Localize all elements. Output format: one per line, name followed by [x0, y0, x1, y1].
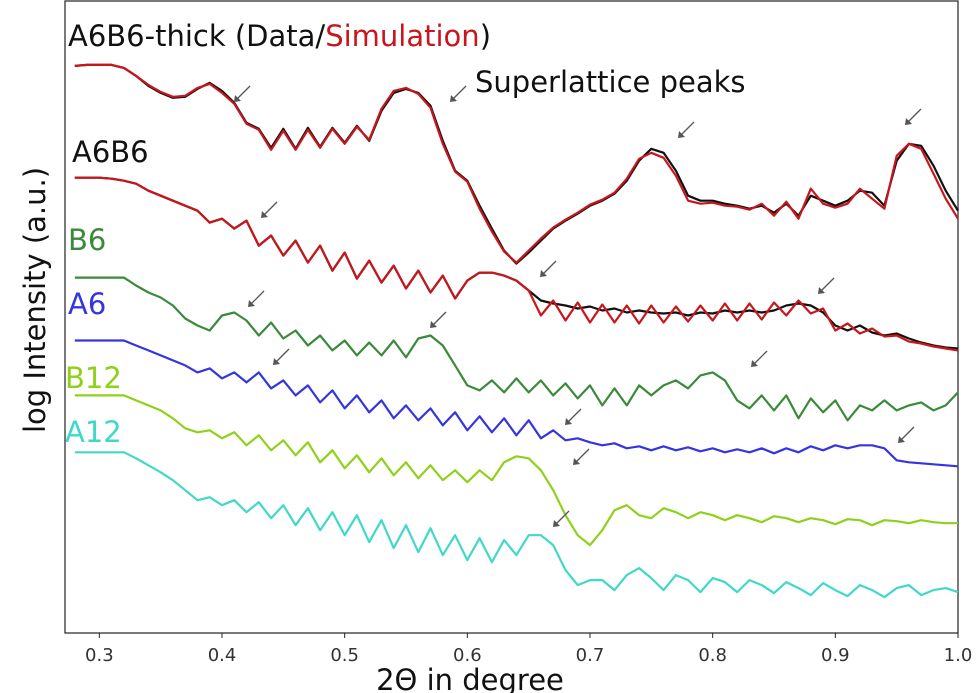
arrow-head — [898, 436, 905, 443]
title-part: A6B6-thick (Data/ — [68, 19, 325, 53]
x-tick-label: 0.6 — [453, 645, 482, 666]
data-line — [74, 176, 959, 352]
arrow-head — [450, 95, 457, 102]
arrow — [819, 277, 835, 293]
y-axis-label: log Intensity (a.u.) — [18, 167, 52, 433]
arrow — [566, 408, 582, 424]
arrow — [574, 448, 590, 464]
curve-label: A6B6 — [72, 135, 149, 169]
annotation: Superlattice peaks — [475, 65, 746, 99]
data-line — [74, 451, 959, 599]
data-line — [74, 276, 959, 422]
x-tick-label: 0.5 — [330, 645, 359, 666]
arrow — [262, 201, 278, 217]
arrow-head — [248, 300, 255, 307]
arrow-head — [553, 520, 560, 527]
arrow — [679, 121, 695, 137]
arrow-head — [905, 118, 912, 125]
title-part: Simulation — [325, 19, 479, 53]
x-tick-label: 1.0 — [944, 645, 973, 666]
arrow — [752, 350, 768, 366]
x-tick-label: 0.9 — [821, 645, 850, 666]
x-tick-label: 0.4 — [208, 645, 237, 666]
x-tick-label: 0.3 — [85, 645, 114, 666]
title-part: ) — [480, 19, 491, 53]
arrow — [274, 348, 290, 364]
curve-label: A6 — [68, 287, 106, 321]
arrow-head — [261, 211, 268, 218]
arrow — [541, 260, 557, 276]
arrow — [906, 108, 922, 124]
arrow — [554, 510, 570, 526]
x-tick-label: 0.7 — [576, 645, 605, 666]
curve-label: A12 — [65, 415, 122, 449]
arrow — [235, 85, 251, 101]
arrow — [451, 85, 467, 101]
arrow — [431, 311, 447, 327]
x-axis-label: 2Θ in degree — [376, 663, 564, 693]
arrow-head — [678, 131, 685, 138]
arrow-head — [573, 458, 580, 465]
arrow-head — [818, 287, 825, 294]
curve-label: B12 — [65, 361, 122, 395]
arrow-head — [565, 418, 572, 425]
curve-label: B6 — [68, 223, 106, 257]
data-line — [74, 63, 959, 264]
arrow-head — [751, 360, 758, 367]
arrow — [899, 426, 915, 442]
data-line — [74, 339, 959, 468]
arrow-head — [273, 358, 280, 365]
arrow — [249, 290, 265, 306]
chart-title: A6B6-thick (Data/Simulation) — [68, 19, 491, 53]
arrow-head — [430, 321, 437, 328]
arrow-head — [540, 270, 547, 277]
arrow-head — [234, 95, 241, 102]
data-line — [74, 394, 958, 547]
x-tick-label: 0.8 — [698, 645, 727, 666]
plot-frame — [64, 0, 959, 634]
